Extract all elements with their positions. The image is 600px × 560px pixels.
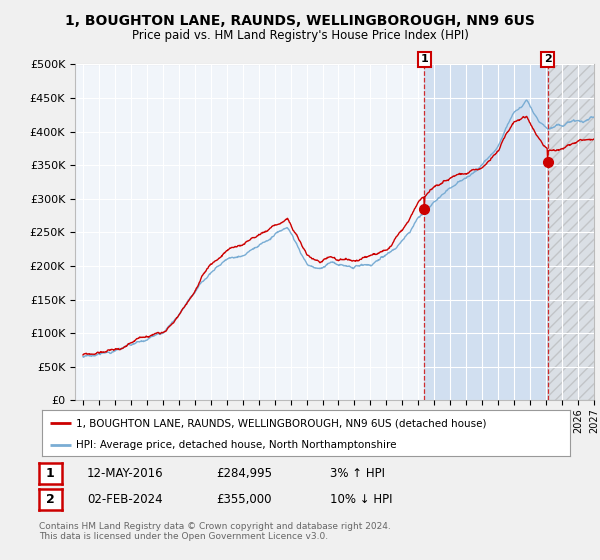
- Bar: [424, 64, 548, 400]
- Text: Contains HM Land Registry data © Crown copyright and database right 2024.
This d: Contains HM Land Registry data © Crown c…: [39, 522, 391, 542]
- Text: 1: 1: [46, 466, 55, 480]
- Bar: [548, 64, 600, 400]
- Text: £284,995: £284,995: [216, 466, 272, 480]
- Text: 02-FEB-2024: 02-FEB-2024: [87, 493, 163, 506]
- Text: £355,000: £355,000: [216, 493, 271, 506]
- Text: 2: 2: [544, 54, 551, 64]
- Text: HPI: Average price, detached house, North Northamptonshire: HPI: Average price, detached house, Nort…: [76, 440, 397, 450]
- Text: 3% ↑ HPI: 3% ↑ HPI: [330, 466, 385, 480]
- Text: 1: 1: [421, 54, 428, 64]
- Text: 2: 2: [46, 493, 55, 506]
- Text: 12-MAY-2016: 12-MAY-2016: [87, 466, 164, 480]
- Bar: [67, 64, 424, 400]
- Text: Price paid vs. HM Land Registry's House Price Index (HPI): Price paid vs. HM Land Registry's House …: [131, 29, 469, 42]
- Text: 1, BOUGHTON LANE, RAUNDS, WELLINGBOROUGH, NN9 6US: 1, BOUGHTON LANE, RAUNDS, WELLINGBOROUGH…: [65, 14, 535, 28]
- Text: 10% ↓ HPI: 10% ↓ HPI: [330, 493, 392, 506]
- Text: 1, BOUGHTON LANE, RAUNDS, WELLINGBOROUGH, NN9 6US (detached house): 1, BOUGHTON LANE, RAUNDS, WELLINGBOROUGH…: [76, 418, 487, 428]
